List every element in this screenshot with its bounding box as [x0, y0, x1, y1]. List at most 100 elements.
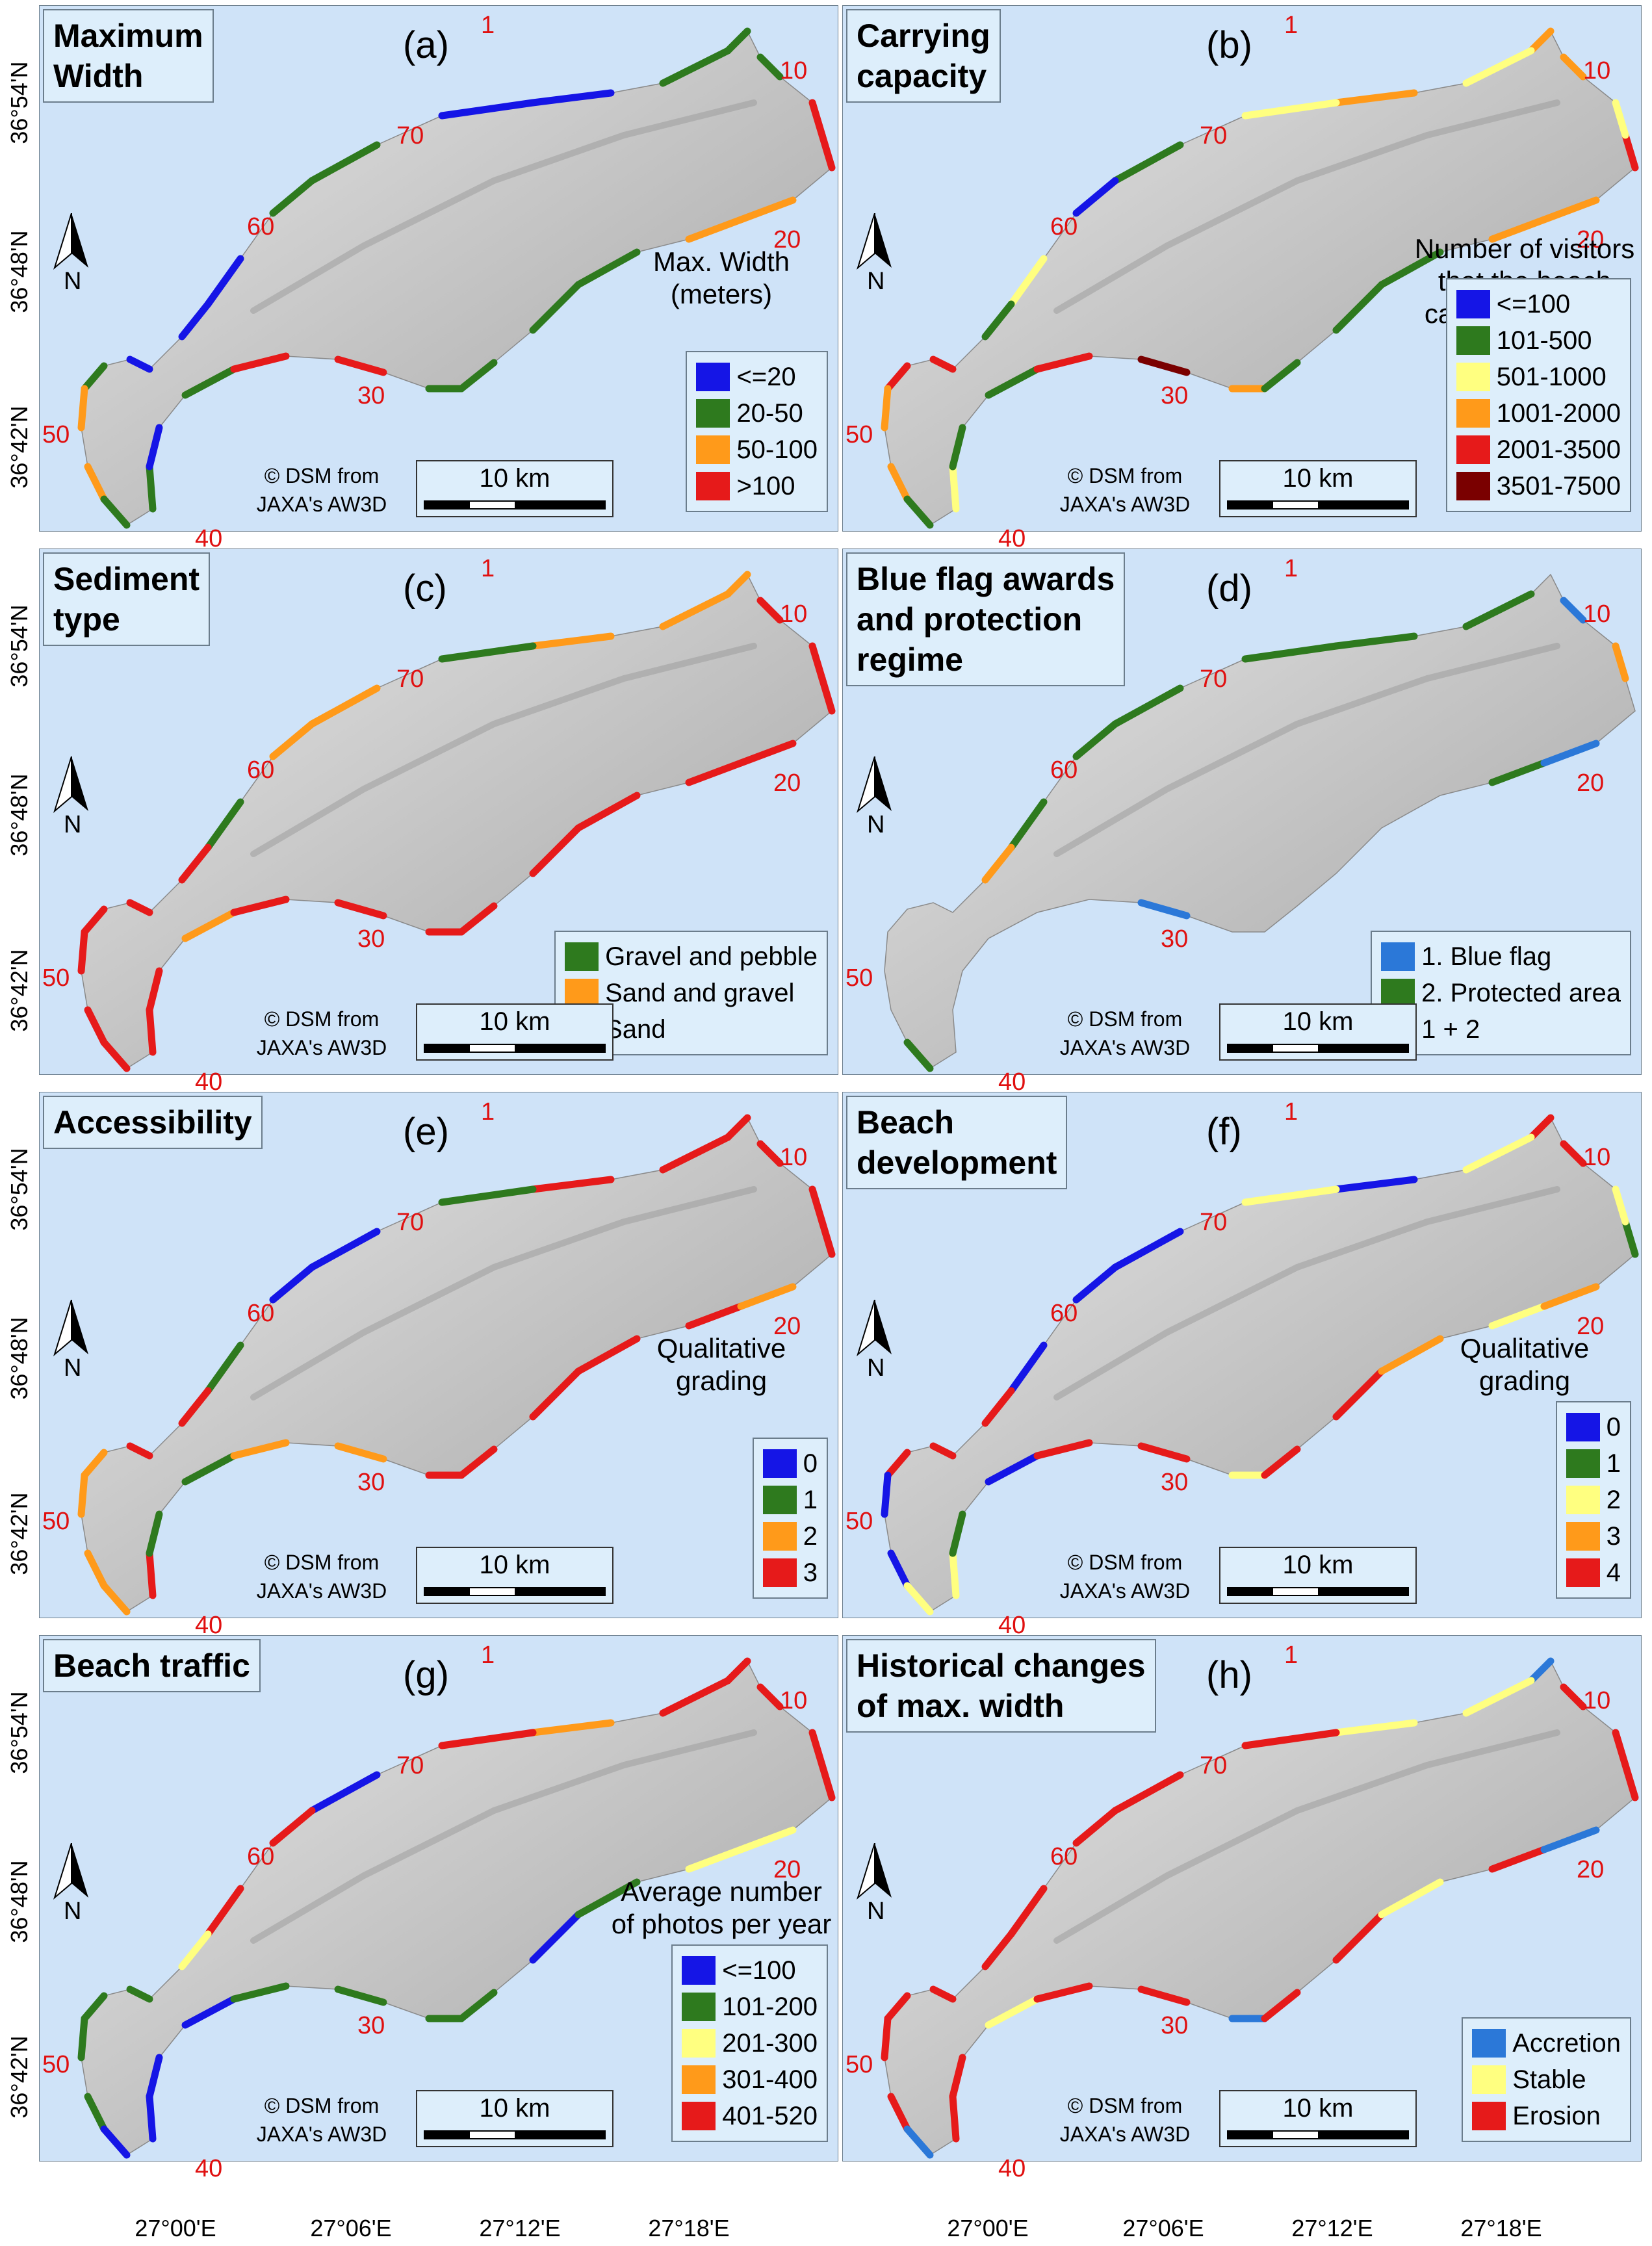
beach-segment: [81, 1992, 108, 2022]
terrain-ridge: [1053, 1186, 1560, 1401]
beach-segment: [949, 2054, 966, 2100]
beach-segment: [1612, 642, 1629, 682]
latitude-text: 36°42'N: [6, 1492, 32, 1575]
legend-item: 2001-3500: [1456, 432, 1621, 468]
latitude-label: 36°54'N: [0, 568, 39, 724]
terrain-ridge: [250, 1186, 757, 1401]
legend-label: 1 + 2: [1421, 1014, 1480, 1044]
legend-item: 501-1000: [1456, 359, 1621, 395]
latitude-text: 36°48'N: [6, 1860, 32, 1943]
beach-segment: [529, 89, 615, 107]
legend-title: Qualitative grading: [611, 1332, 832, 1397]
legend-label: Sand and gravel: [605, 978, 795, 1007]
panel-title-line: of max. width: [857, 1688, 1065, 1724]
panel-title-line: Carrying: [857, 18, 990, 54]
beach-segment: [903, 1582, 934, 1616]
panel-title-line: Width: [53, 58, 144, 94]
beach-segment: [1612, 1185, 1629, 1226]
legend-label: 1001-2000: [1496, 398, 1621, 428]
legend-swatch: [1472, 2029, 1506, 2058]
legend-label: 20-50: [736, 398, 803, 428]
legend-item: 401-520: [682, 2098, 818, 2134]
scale-bar: 10 km: [416, 1003, 613, 1061]
beach-segment: [887, 1549, 911, 1590]
beach-segment: [756, 597, 784, 624]
beach-segment: [181, 1452, 238, 1486]
beach-segment: [1560, 53, 1587, 81]
beach-segment: [126, 355, 153, 373]
latitude-text: 36°54'N: [6, 1691, 32, 1774]
legend-item: 1. Blue flag: [1381, 938, 1621, 975]
beach-segment: [181, 909, 238, 942]
dsm-credit: © DSM from JAXA's AW3D: [240, 1548, 403, 1605]
beach-number-label: 1: [1284, 1642, 1298, 1669]
beach-number-label: 20: [1577, 226, 1605, 253]
legend: 0 1 2 3 4: [1555, 1401, 1631, 1599]
credit-line: JAXA's AW3D: [256, 2123, 387, 2146]
panel-title-line: Beach: [857, 1104, 955, 1141]
beach-segment: [204, 1341, 244, 1395]
legend-swatch: [696, 363, 730, 391]
scale-label: 10 km: [479, 1551, 550, 1579]
legend-label: 1: [803, 1485, 818, 1514]
beach-segment: [204, 1885, 244, 1938]
beach-segment: [1007, 1885, 1048, 1938]
legend-swatch: [682, 2102, 716, 2130]
latitude-label: 36°42'N: [0, 1456, 39, 1612]
beach-segment: [178, 300, 212, 341]
beach-segment: [100, 1582, 131, 1616]
beach-number-label: 20: [1577, 1856, 1605, 1883]
legend-label: Accretion: [1512, 2028, 1621, 2058]
beach-number-label: 30: [357, 925, 385, 953]
legend-item: Erosion: [1472, 2098, 1621, 2134]
legend-title-line: of photos per year: [611, 1909, 832, 1939]
legend-title-line: Average number: [621, 1876, 822, 1907]
north-label: N: [867, 1898, 885, 1925]
scale-label: 10 km: [1282, 2094, 1354, 2123]
legend-swatch: [565, 942, 599, 971]
legend-label: 501-1000: [1496, 362, 1607, 391]
legend-item: 201-300: [682, 2025, 818, 2061]
beach-number-label: 10: [1583, 600, 1611, 628]
north-label: N: [64, 1354, 82, 1382]
beach-segment: [1137, 899, 1191, 920]
beach-segment: [84, 2093, 108, 2133]
beach-segment: [1332, 1911, 1386, 1964]
beach-segment: [1261, 359, 1301, 393]
beach-segment: [230, 896, 290, 916]
beach-number-label: 20: [773, 769, 801, 797]
map-panel: Maximum Width (a) N 1 10 20 30 40 50 60 70 Max. Widt…: [39, 5, 838, 552]
legend-swatch: [682, 1993, 716, 2021]
legend-label: >100: [736, 471, 795, 500]
panel-letter: (c): [403, 567, 447, 610]
beach-segment: [1488, 216, 1548, 243]
beach-segment: [126, 899, 153, 916]
beach-segment: [77, 2015, 88, 2061]
beach-segment: [884, 1992, 911, 2022]
beach-segment: [1111, 1228, 1184, 1271]
credit-line: JAXA's AW3D: [256, 1036, 387, 1059]
north-label: N: [64, 1898, 82, 1925]
map-panel: Carrying capacity (b) N 1 10 20 30 40 50 60 70 Numbe…: [842, 5, 1642, 552]
beach-number-label: 40: [195, 525, 223, 552]
beach-segment: [458, 1445, 498, 1479]
beach-segment: [985, 1452, 1041, 1486]
legend-title-line: grading: [1478, 1365, 1571, 1396]
legend-item: 3501-7500: [1456, 468, 1621, 504]
scale-bar: 10 km: [416, 2090, 613, 2147]
beach-segment: [529, 824, 582, 877]
latitude-text: 36°54'N: [6, 1148, 32, 1231]
beach-segment: [1111, 141, 1184, 185]
beach-segment: [438, 1729, 537, 1749]
beach-segment: [1241, 99, 1340, 120]
panel-title: Maximum Width: [43, 9, 214, 103]
beach-number-label: 60: [1050, 1300, 1078, 1327]
legend-label: 401-520: [722, 2101, 818, 2130]
beach-segment: [1540, 196, 1600, 224]
panel-title-line: Beach traffic: [53, 1647, 250, 1684]
terrain-ridge: [1053, 643, 1560, 857]
scale-bar-graphic: [1227, 1044, 1409, 1053]
beach-segment: [1072, 1807, 1119, 1847]
beach-segment: [949, 2093, 960, 2143]
legend-title: Max. Width (meters): [611, 246, 832, 311]
